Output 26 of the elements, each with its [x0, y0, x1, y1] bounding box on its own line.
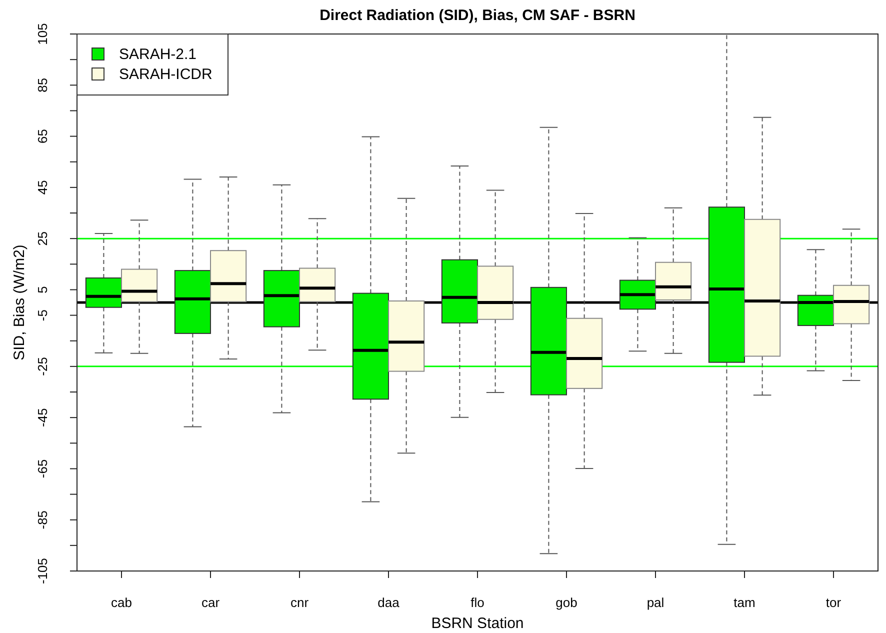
legend-label: SARAH-ICDR [119, 66, 213, 83]
x-axis-title: BSRN Station [431, 615, 524, 632]
legend-label: SARAH-2.1 [119, 46, 197, 63]
x-tick-label: pal [646, 595, 664, 610]
x-tick-label: cab [111, 595, 132, 610]
y-tick-label: -25 [35, 357, 50, 376]
x-tick-label: tor [826, 595, 842, 610]
y-tick-label: 5 [35, 286, 50, 294]
x-tick-label: car [201, 595, 220, 610]
y-axis-title: SID, Bias (W/m2) [11, 244, 28, 360]
x-tick-label: daa [378, 595, 400, 610]
x-tick-label: tam [734, 595, 756, 610]
chart-title: Direct Radiation (SID), Bias, CM SAF - BSRN [320, 7, 636, 24]
y-tick-label: 105 [35, 23, 50, 45]
x-tick-label: gob [556, 595, 578, 610]
x-tick-label: flo [470, 595, 484, 610]
y-tick-label: 45 [35, 180, 50, 195]
y-tick-label: 25 [35, 231, 50, 246]
y-tick-label: -105 [35, 558, 50, 584]
y-tick-label: -85 [35, 510, 50, 530]
y-tick-label: -5 [35, 310, 50, 322]
y-tick-label: 85 [35, 78, 50, 92]
y-tick-label: -45 [35, 408, 50, 427]
x-tick-label: cnr [290, 595, 310, 610]
y-tick-label: -65 [35, 459, 50, 478]
y-tick-label: 65 [35, 129, 50, 144]
